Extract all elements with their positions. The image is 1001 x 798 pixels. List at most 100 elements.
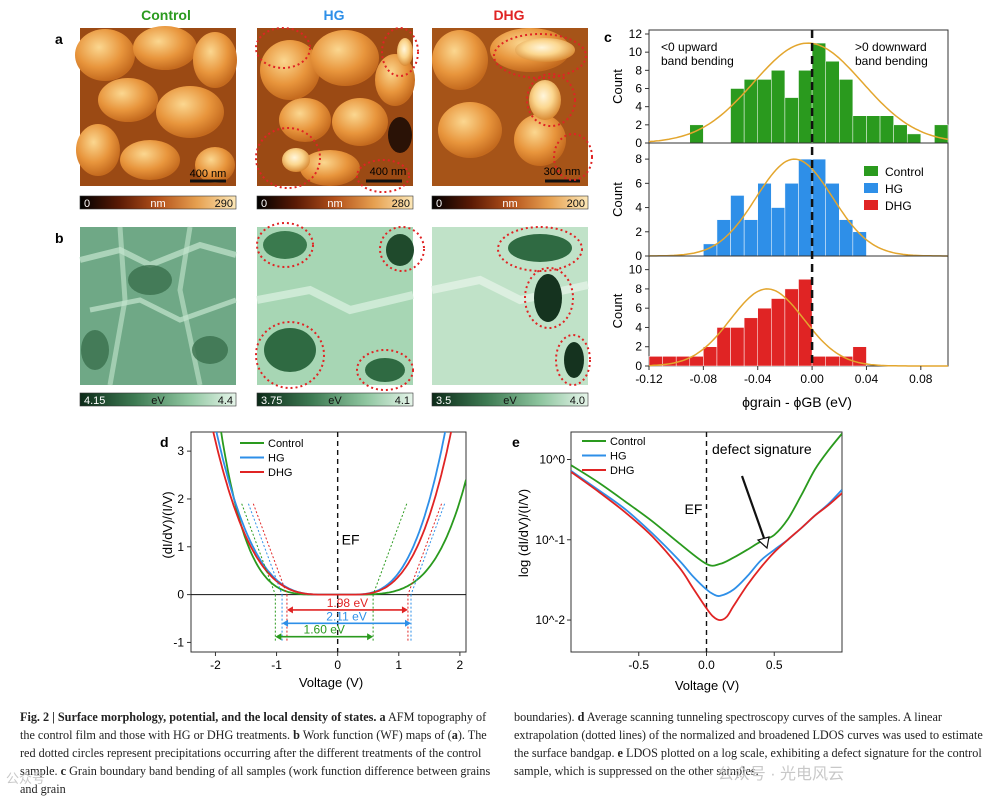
legend-label-hg: HG bbox=[885, 182, 903, 196]
histogram-bar bbox=[771, 70, 786, 144]
svg-text:nm: nm bbox=[327, 198, 342, 210]
afm-topo-dhg: 300 nm bbox=[432, 28, 593, 186]
scalebar-control: 400 nm bbox=[190, 168, 227, 180]
precipitate-circle bbox=[255, 27, 311, 69]
panel-label-a: a bbox=[55, 31, 63, 47]
histogram-bar bbox=[825, 356, 840, 367]
legend-label-dhg: DHG bbox=[610, 465, 634, 477]
histogram-bar bbox=[743, 317, 758, 367]
x-axis-label-d: Voltage (V) bbox=[299, 675, 363, 690]
log-sts-curve-dhg bbox=[571, 471, 842, 622]
defect-arrow bbox=[740, 475, 767, 542]
y-tick-label: 0 bbox=[635, 249, 642, 263]
colorbar-wf-hg: 3.75 eV 4.1 bbox=[256, 392, 414, 407]
y-axis-label-d: (dI/dV)/(I/V) bbox=[160, 491, 175, 558]
y-tick-label: 8 bbox=[635, 63, 642, 77]
svg-text:4.0: 4.0 bbox=[570, 395, 585, 407]
svg-text:0: 0 bbox=[436, 198, 442, 210]
bandgap-label-hg: 2.11 eV bbox=[326, 609, 366, 623]
histogram-bar bbox=[730, 327, 745, 367]
colorbar-wf-dhg: 3.5 eV 4.0 bbox=[431, 392, 589, 407]
y-tick-label: 0 bbox=[635, 359, 642, 373]
figure-2: Control HG DHG a b c d e 400 nm 400 nm bbox=[55, 7, 949, 693]
y-tick-label: 8 bbox=[635, 282, 642, 296]
legend-label-control: Control bbox=[610, 436, 645, 448]
x-tick-label: -0.04 bbox=[744, 372, 772, 386]
legend-label-dhg: DHG bbox=[268, 467, 292, 479]
svg-text:3.75: 3.75 bbox=[261, 395, 282, 407]
precipitate-circle bbox=[356, 349, 414, 391]
y-tick-label: 2 bbox=[635, 118, 642, 132]
y-tick-label: 10 bbox=[629, 263, 643, 277]
histogram-bar bbox=[757, 307, 772, 367]
y-tick-label: 6 bbox=[635, 82, 642, 96]
colorbar-wf-control: 4.15 eV 4.4 bbox=[79, 392, 237, 407]
legend-label-control: Control bbox=[268, 438, 303, 450]
caption-title: Fig. 2 | Surface morphology, potential, … bbox=[20, 710, 377, 724]
svg-text:nm: nm bbox=[502, 198, 517, 210]
y-tick-label: 2 bbox=[635, 225, 642, 239]
panel-label-b: b bbox=[55, 230, 64, 246]
x-tick-label: 0.04 bbox=[855, 372, 879, 386]
x-tick-label: 2 bbox=[457, 658, 464, 672]
x-axis-label-c: ϕgrain - ϕGB (eV) bbox=[742, 394, 852, 410]
extrapolation-line bbox=[410, 503, 446, 595]
histogram-bar bbox=[811, 356, 826, 367]
arrowhead bbox=[286, 606, 293, 614]
legend-swatch-control bbox=[864, 166, 878, 176]
precipitate-circle bbox=[381, 27, 419, 77]
x-tick-label: 0.08 bbox=[909, 372, 933, 386]
extrapolation-line bbox=[372, 503, 408, 595]
histogram-bar bbox=[825, 183, 840, 257]
extrapolation-line bbox=[241, 503, 276, 595]
histogram-bar bbox=[839, 79, 854, 144]
fermi-level-label: EF bbox=[342, 531, 360, 547]
gaussian-fit-line bbox=[648, 288, 948, 367]
arrowhead bbox=[405, 619, 411, 627]
histogram-bar bbox=[879, 115, 894, 144]
histogram-bar bbox=[798, 158, 813, 257]
precipitate-circle bbox=[555, 334, 591, 386]
svg-text:eV: eV bbox=[503, 395, 517, 407]
histogram-bar bbox=[798, 70, 813, 144]
colorbar-topo-dhg: 0 nm 200 bbox=[431, 195, 589, 210]
svg-text:eV: eV bbox=[151, 395, 165, 407]
scalebar-hg: 400 nm bbox=[370, 166, 407, 178]
histogram-bar bbox=[784, 97, 799, 144]
watermark-left: 公众号 bbox=[6, 771, 46, 786]
wf-map-control bbox=[79, 226, 237, 386]
legend-label-dhg: DHG bbox=[885, 199, 912, 213]
precipitate-circle bbox=[526, 73, 576, 127]
y-tick-label: 6 bbox=[635, 176, 642, 190]
panel-label-d: d bbox=[160, 434, 169, 450]
legend-swatch-hg bbox=[864, 183, 878, 193]
title-control: Control bbox=[141, 7, 191, 23]
gaussian-fit-line bbox=[649, 158, 948, 257]
histogram-bar bbox=[825, 61, 840, 144]
chart-sts-log: Voltage (V) log (dI/dV)/(I/V) EF defect s… bbox=[516, 431, 843, 693]
y-axis-label-c: Count bbox=[610, 69, 625, 104]
histogram-bar bbox=[771, 298, 786, 367]
x-tick-label: -0.08 bbox=[690, 372, 718, 386]
title-hg: HG bbox=[324, 7, 345, 23]
panel-label-c: c bbox=[604, 29, 612, 45]
extrapolation-line bbox=[252, 503, 288, 595]
y-tick-label: 0 bbox=[635, 136, 642, 150]
histogram-bar bbox=[811, 42, 826, 144]
histogram-bar bbox=[689, 356, 704, 367]
histogram-bar bbox=[811, 158, 826, 257]
annotation-downward-2: band bending bbox=[855, 54, 928, 68]
plot-frame-d bbox=[190, 431, 467, 653]
legend-swatch-dhg bbox=[864, 200, 878, 210]
arrowhead bbox=[401, 606, 408, 614]
histogram-bar bbox=[743, 219, 758, 257]
sts-curve-dhg bbox=[212, 432, 452, 596]
caption-left: Fig. 2 | Surface morphology, potential, … bbox=[20, 710, 491, 796]
precipitate-circle bbox=[493, 33, 587, 79]
fermi-level-label: EF bbox=[685, 501, 703, 517]
svg-text:4.4: 4.4 bbox=[218, 395, 233, 407]
y-axis-label-e: log (dI/dV)/(I/V) bbox=[516, 489, 531, 577]
y-tick-label: 0 bbox=[177, 588, 184, 602]
histogram-bar bbox=[757, 79, 772, 144]
x-tick-label: -0.12 bbox=[635, 372, 663, 386]
